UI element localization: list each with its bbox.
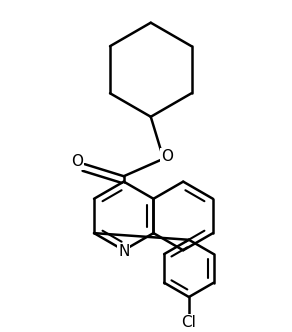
Text: O: O (161, 149, 173, 164)
Text: O: O (71, 154, 83, 169)
Text: Cl: Cl (181, 315, 196, 330)
Text: N: N (118, 244, 129, 259)
